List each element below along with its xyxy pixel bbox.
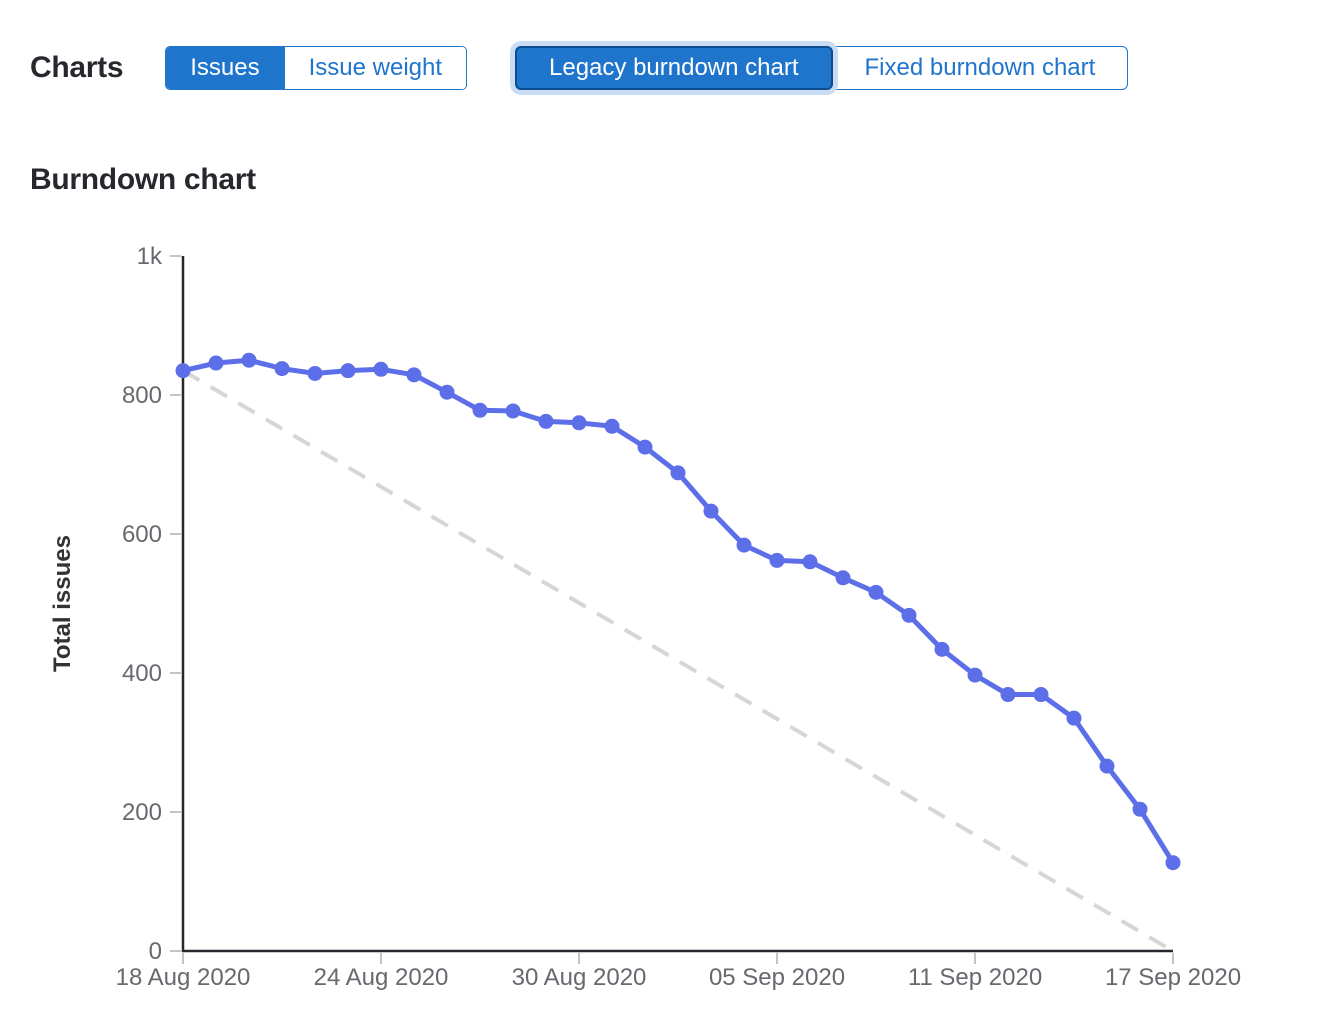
data-point[interactable]: [1165, 855, 1181, 871]
data-point[interactable]: [373, 361, 389, 377]
burndown-chart-svg: 0 200 400 600 800 1k 18 Aug 2020 24 Aug 2020 30 …: [49, 243, 1241, 991]
charts-toolbar: Charts Issues Issue weight Legacy burndo…: [0, 0, 1326, 90]
x-axis-tick-label: 17 Sep 2020: [1105, 964, 1241, 991]
data-point[interactable]: [1033, 687, 1049, 703]
x-axis-tick-label: 30 Aug 2020: [512, 964, 647, 991]
data-point[interactable]: [934, 641, 950, 657]
data-point[interactable]: [175, 363, 191, 379]
charts-label: Charts: [30, 51, 124, 84]
data-point[interactable]: [340, 363, 356, 379]
y-axis-tick-label: 600: [122, 521, 162, 548]
data-point[interactable]: [703, 503, 719, 519]
data-point[interactable]: [406, 367, 422, 383]
y-axis-tick-label: 0: [149, 938, 162, 965]
y-axis-tick-label: 400: [122, 660, 162, 687]
data-point[interactable]: [736, 537, 752, 553]
data-point[interactable]: [208, 355, 224, 371]
y-axis-title: Total issues: [49, 535, 76, 672]
data-point[interactable]: [802, 554, 818, 570]
x-axis-tick-label: 24 Aug 2020: [314, 964, 449, 991]
y-axis-tick-label: 200: [122, 799, 162, 826]
chart-type-toggle-group: Legacy burndown chart Fixed burndown cha…: [515, 46, 1129, 90]
x-axis-tick-label: 11 Sep 2020: [908, 964, 1042, 991]
data-point[interactable]: [670, 465, 686, 481]
x-axis-tick-label: 05 Sep 2020: [709, 964, 845, 991]
burndown-chart: 0 200 400 600 800 1k 18 Aug 2020 24 Aug 2020 30 …: [0, 234, 1326, 1029]
data-point[interactable]: [274, 361, 290, 377]
data-point[interactable]: [835, 570, 851, 586]
data-point[interactable]: [439, 384, 455, 400]
data-point[interactable]: [307, 365, 323, 381]
issue-metric-toggle-group: Issues Issue weight: [165, 46, 468, 90]
data-point[interactable]: [967, 667, 983, 683]
legacy-burndown-chart-button[interactable]: Legacy burndown chart: [515, 46, 833, 90]
data-point[interactable]: [769, 552, 785, 568]
data-point[interactable]: [901, 607, 917, 623]
data-point[interactable]: [571, 415, 587, 431]
data-point[interactable]: [1099, 758, 1115, 774]
burndown-chart-heading: Burndown chart: [30, 163, 256, 196]
issues-toggle-button[interactable]: Issues: [166, 47, 284, 89]
x-axis-tick-label: 18 Aug 2020: [116, 964, 251, 991]
fixed-burndown-chart-button[interactable]: Fixed burndown chart: [831, 46, 1129, 90]
chart-axes: [181, 256, 1173, 953]
actual-burndown-line: [180, 357, 1176, 866]
data-point[interactable]: [472, 402, 488, 418]
data-point[interactable]: [538, 413, 554, 429]
data-point[interactable]: [241, 352, 257, 368]
data-point[interactable]: [637, 439, 653, 455]
issue-weight-toggle-button[interactable]: Issue weight: [283, 47, 467, 89]
ideal-burndown-guideline: [181, 368, 1175, 953]
data-point[interactable]: [604, 418, 620, 434]
data-point[interactable]: [1066, 710, 1082, 726]
y-axis-tick-label: 800: [122, 382, 162, 409]
data-point[interactable]: [1132, 801, 1148, 817]
y-axis-tick-label: 1k: [137, 243, 163, 270]
data-point[interactable]: [505, 403, 521, 419]
data-point[interactable]: [1000, 687, 1016, 703]
data-point[interactable]: [868, 584, 884, 600]
